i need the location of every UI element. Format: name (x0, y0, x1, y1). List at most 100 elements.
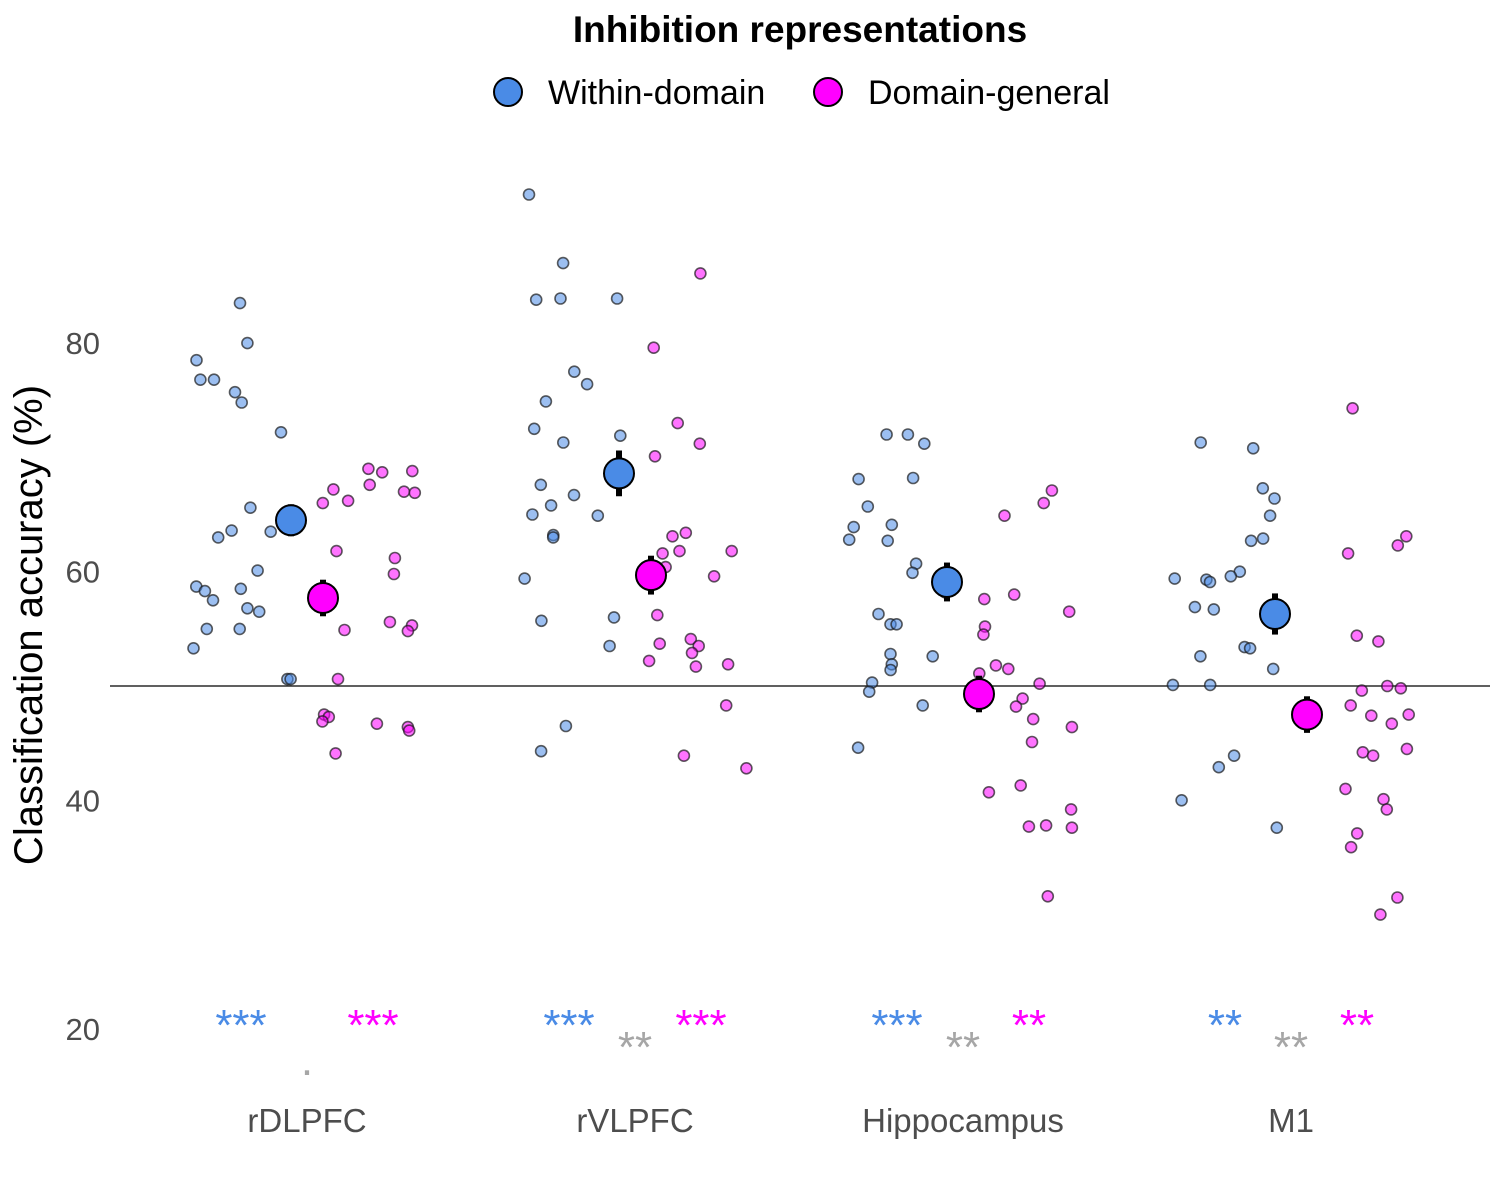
data-point-within-domain-hippocampus-19 (884, 663, 897, 677)
data-point-domain-general-hippocampus-19 (1064, 803, 1078, 816)
data-point-domain-general-m1-6 (1381, 679, 1394, 693)
data-point-within-domain-m1-20 (1227, 749, 1241, 763)
data-point-within-domain-hippocampus-15 (890, 617, 903, 631)
data-point-within-domain-rvlpfc-11 (534, 478, 548, 492)
mean-marker-domain-general-m1 (1291, 698, 1323, 731)
data-point-within-domain-rdlpfc-16 (252, 605, 266, 619)
data-point-within-domain-rvlpfc-0 (522, 188, 536, 201)
data-point-within-domain-rvlpfc-7 (539, 395, 553, 408)
data-point-within-domain-hippocampus-8 (842, 533, 856, 547)
data-point-domain-general-rdlpfc-2 (375, 465, 389, 479)
data-point-domain-general-hippocampus-17 (1014, 779, 1028, 792)
y-tick-label-40: 40 (66, 783, 100, 818)
data-point-domain-general-rdlpfc-14 (338, 623, 351, 637)
data-point-domain-general-rdlpfc-10 (388, 551, 402, 565)
data-point-domain-general-rdlpfc-23 (329, 747, 342, 760)
data-point-domain-general-rvlpfc-2 (671, 416, 685, 430)
data-point-within-domain-rvlpfc-14 (526, 508, 539, 521)
data-point-within-domain-rdlpfc-8 (244, 501, 257, 515)
data-point-within-domain-rvlpfc-20 (535, 614, 548, 628)
data-point-within-domain-rdlpfc-15 (206, 593, 220, 607)
mean-marker-domain-general-hippocampus (963, 678, 995, 711)
data-point-within-domain-rvlpfc-8 (527, 422, 541, 436)
data-point-domain-general-rdlpfc-20 (370, 717, 384, 731)
data-point-within-domain-m1-18 (1166, 678, 1180, 692)
data-point-domain-general-m1-12 (1344, 699, 1357, 712)
data-point-domain-general-m1-16 (1366, 749, 1380, 763)
y-tick-label-20: 20 (66, 1012, 100, 1047)
data-point-domain-general-hippocampus-16 (1025, 735, 1039, 749)
data-point-domain-general-rvlpfc-3 (693, 437, 707, 451)
data-point-within-domain-m1-1 (1246, 441, 1260, 455)
data-point-domain-general-rdlpfc-15 (401, 624, 415, 638)
data-point-domain-general-rvlpfc-9 (656, 547, 669, 560)
data-point-within-domain-rdlpfc-3 (207, 373, 221, 387)
data-point-within-domain-hippocampus-7 (847, 520, 861, 534)
data-point-within-domain-hippocampus-3 (906, 471, 920, 485)
data-point-within-domain-hippocampus-21 (862, 685, 876, 699)
data-point-domain-general-rvlpfc-18 (642, 654, 656, 668)
sig-domain-general-hippocampus: ** (1012, 1001, 1046, 1050)
data-point-within-domain-rvlpfc-15 (591, 509, 605, 523)
legend-swatch-domain-general (813, 77, 843, 107)
data-point-within-domain-rdlpfc-23 (284, 672, 297, 686)
data-point-within-domain-m1-16 (1194, 649, 1207, 663)
data-point-domain-general-m1-22 (1391, 891, 1404, 904)
y-axis-ticks: 20 40 60 80 (66, 326, 100, 1047)
data-point-within-domain-rdlpfc-21 (187, 641, 200, 655)
sig-within-domain-m1: ** (1208, 1001, 1242, 1050)
data-point-domain-general-m1-23 (1374, 908, 1387, 921)
data-point-domain-general-rdlpfc-3 (363, 478, 377, 492)
y-axis-label: Classification accuracy (%) (7, 385, 51, 865)
data-point-domain-general-hippocampus-15 (1065, 720, 1079, 734)
data-point-within-domain-hippocampus-4 (852, 472, 865, 486)
data-point-domain-general-rdlpfc-6 (408, 486, 422, 500)
data-point-within-domain-m1-8 (1224, 569, 1238, 583)
data-point-domain-general-m1-9 (1402, 708, 1415, 721)
y-tick-label-60: 60 (66, 555, 100, 590)
data-point-domain-general-rvlpfc-0 (694, 267, 707, 280)
sig-comparison-hippocampus: ** (946, 1023, 980, 1072)
data-point-domain-general-m1-8 (1355, 684, 1369, 697)
data-point-domain-general-m1-3 (1341, 547, 1355, 560)
data-point-within-domain-rdlpfc-17 (198, 584, 212, 598)
data-point-domain-general-rvlpfc-15 (653, 637, 667, 651)
x-tick-label-rvlpfc: rVLPFC (576, 1102, 693, 1139)
data-point-domain-general-hippocampus-0 (1045, 484, 1059, 497)
mean-markers (275, 450, 1323, 733)
data-point-domain-general-hippocampus-22 (1065, 821, 1079, 835)
data-point-domain-general-rdlpfc-0 (362, 462, 375, 476)
data-point-domain-general-rvlpfc-17 (685, 646, 699, 660)
data-point-within-domain-hippocampus-1 (880, 428, 893, 441)
data-point-domain-general-rvlpfc-14 (684, 632, 698, 646)
data-point-domain-general-m1-4 (1350, 629, 1364, 643)
data-point-domain-general-hippocampus-2 (998, 509, 1011, 523)
data-point-domain-general-hippocampus-5 (1062, 605, 1076, 619)
data-point-within-domain-m1-21 (1212, 760, 1226, 774)
significance-markers: *** *** *** ***** *** ** **. ** ** ** (215, 1001, 1374, 1085)
legend-label-within-domain: Within-domain (548, 74, 765, 112)
data-point-within-domain-hippocampus-6 (885, 518, 899, 532)
mean-marker-within-domain-rdlpfc (275, 504, 307, 537)
data-point-within-domain-rdlpfc-11 (264, 525, 278, 539)
data-point-domain-general-m1-18 (1377, 792, 1390, 806)
data-point-within-domain-m1-12 (1188, 600, 1202, 614)
mean-marker-within-domain-rvlpfc (603, 457, 635, 490)
data-point-domain-general-rvlpfc-21 (719, 699, 733, 712)
data-point-within-domain-m1-3 (1268, 492, 1281, 505)
data-point-within-domain-m1-15 (1243, 641, 1257, 655)
sig-within-domain-rvlpfc: *** (543, 1001, 594, 1050)
data-point-within-domain-rdlpfc-20 (200, 622, 214, 636)
data-point-domain-general-rvlpfc-6 (666, 529, 679, 543)
sig-within-domain-rdlpfc: *** (215, 1001, 266, 1050)
sig-comparison-rvlpfc: ** (618, 1023, 652, 1072)
data-point-domain-general-hippocampus-20 (1039, 819, 1053, 832)
data-point-domain-general-rdlpfc-22 (402, 724, 416, 737)
data-point-domain-general-hippocampus-9 (1001, 662, 1015, 676)
data-point-domain-general-m1-17 (1339, 782, 1352, 796)
data-point-within-domain-m1-19 (1203, 678, 1217, 692)
data-point-domain-general-m1-11 (1385, 717, 1399, 731)
data-point-within-domain-rvlpfc-17 (546, 531, 560, 544)
data-point-within-domain-hippocampus-13 (872, 607, 885, 621)
